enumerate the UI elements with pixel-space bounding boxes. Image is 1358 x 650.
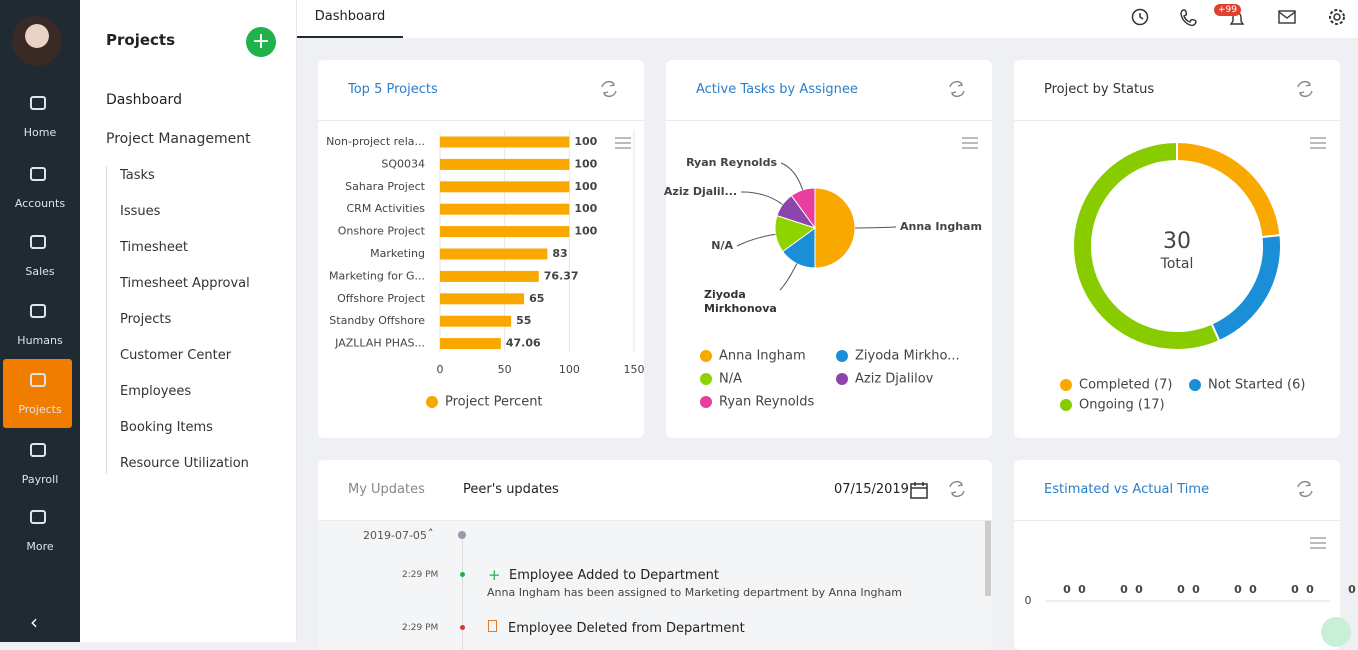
nav-item[interactable]: Humans	[17, 334, 63, 347]
submenu-item[interactable]: Employees	[120, 384, 192, 399]
card-header: My Updates Peer's updates 07/15/2019	[318, 460, 992, 521]
nav-item[interactable]: Projects	[18, 403, 62, 416]
menu-item[interactable]: Project Management	[106, 131, 251, 147]
submenu-item[interactable]: Issues	[120, 204, 161, 219]
time: 2:29 PM	[402, 623, 439, 633]
data-label: 0	[1348, 583, 1356, 596]
nav-item[interactable]: Accounts	[14, 197, 66, 210]
menu-panel: Projects + Dashboard Project Management …	[80, 0, 297, 642]
entry-detail: Anna Ingham has been assigned to Marketi…	[487, 586, 902, 599]
dot	[458, 531, 466, 539]
nav-icon	[30, 304, 46, 318]
group-date: 2019-07-05	[363, 529, 427, 542]
card: Active Tasks by Assignee	[666, 60, 992, 438]
card-title: Estimated vs Actual Time	[1044, 482, 1210, 497]
timeline: 2019-07-05 ˄ 2:29 PM + Employee Added to…	[318, 521, 992, 650]
entry-title: Employee Deleted from Department	[508, 621, 745, 636]
card-title: Project by Status	[1044, 82, 1155, 97]
submenu-item[interactable]: Timesheet Approval	[120, 276, 250, 291]
card-header: Project by Status	[1014, 60, 1340, 121]
calendar-icon[interactable]	[910, 481, 928, 499]
date[interactable]: 07/15/2019	[834, 482, 909, 497]
nav-icon	[30, 510, 46, 524]
tab[interactable]: Dashboard	[297, 0, 403, 38]
time: 2:29 PM	[402, 570, 439, 580]
nav-item[interactable]: Payroll	[21, 473, 59, 486]
nav-item[interactable]: Home	[23, 126, 57, 139]
menu-title: Projects	[106, 31, 176, 49]
dot	[460, 625, 465, 630]
slice-label: Ziyoda Mirkhonova	[704, 288, 777, 315]
tab[interactable]: Peer's updates	[463, 482, 559, 497]
nav-icon	[30, 167, 46, 181]
dot	[460, 572, 465, 577]
menu-guide	[106, 166, 107, 474]
submenu-item[interactable]: Projects	[120, 312, 172, 327]
card: Estimated vs Actual Time	[1014, 460, 1340, 650]
badge: +99	[1214, 4, 1241, 16]
submenu-item[interactable]: Tasks	[120, 168, 155, 183]
tab[interactable]: My Updates	[348, 482, 425, 497]
add-icon: +	[488, 566, 501, 584]
avatar[interactable]	[12, 16, 62, 66]
collapse-icon[interactable]: ˄	[428, 527, 434, 540]
submenu-item[interactable]: Customer Center	[120, 348, 232, 363]
card: Project by Status	[1014, 60, 1340, 438]
delete-icon	[488, 620, 497, 632]
card-header: Estimated vs Actual Time	[1014, 460, 1340, 521]
card-title: Active Tasks by Assignee	[696, 82, 858, 97]
timeline-line	[462, 535, 463, 650]
nav-icon	[30, 235, 46, 249]
nav-icon	[30, 96, 46, 110]
nav-item[interactable]: More	[26, 540, 54, 553]
active-nav	[3, 359, 72, 428]
topbar-icons	[1131, 8, 1345, 27]
menu-item[interactable]: Dashboard	[106, 92, 182, 108]
submenu-item[interactable]: Booking Items	[120, 420, 213, 435]
card-header: Active Tasks by Assignee	[666, 60, 992, 121]
submenu-item[interactable]: Timesheet	[120, 240, 188, 255]
card-header: Top 5 Projects	[318, 60, 644, 121]
nav-icon	[30, 373, 46, 387]
updates-card: My Updates Peer's updates 07/15/2019 201…	[318, 460, 992, 650]
nav-icon	[30, 443, 46, 457]
chat-button[interactable]	[1321, 617, 1351, 647]
nav-item[interactable]: Sales	[25, 265, 55, 278]
submenu-item[interactable]: Resource Utilization	[120, 456, 249, 471]
card: Top 5 Projects	[318, 60, 644, 438]
entry-title: Employee Added to Department	[509, 568, 719, 583]
add-button[interactable]: +	[246, 27, 276, 57]
collapse[interactable]: ‹	[30, 610, 38, 634]
scrollbar	[985, 521, 991, 596]
sidebar: Home Accounts Sales Humans Projects Payroll Mo…	[0, 0, 80, 642]
topbar: Dashboard +99	[297, 0, 1358, 38]
card-title: Top 5 Projects	[348, 82, 438, 97]
